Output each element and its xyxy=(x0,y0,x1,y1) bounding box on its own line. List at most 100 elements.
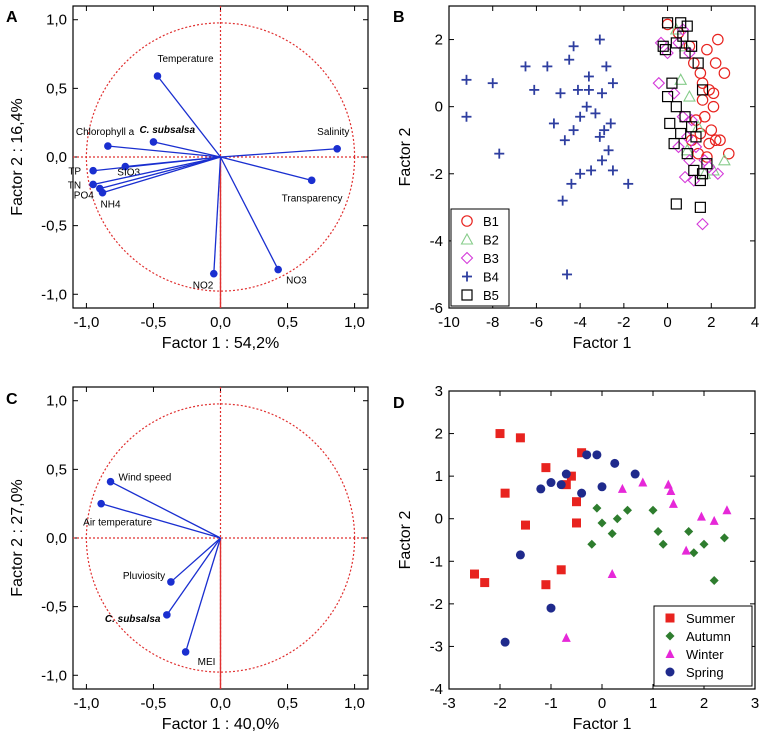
data-point-b5 xyxy=(670,101,682,113)
data-point-autumn xyxy=(684,526,694,536)
legend-label-autumn: Autumn xyxy=(686,629,731,644)
data-point-b4 xyxy=(557,195,568,206)
loading-vector xyxy=(110,481,221,539)
y-tick-label: 0,0 xyxy=(46,530,67,547)
data-point-b5 xyxy=(686,40,698,52)
data-point-summer xyxy=(470,569,479,579)
legend-marker-b5 xyxy=(461,289,473,301)
x-tick-label: 2 xyxy=(707,314,715,331)
loading-label: NO3 xyxy=(286,276,307,287)
data-point-summer xyxy=(541,580,551,590)
data-point-autumn xyxy=(658,539,668,549)
data-point-b4 xyxy=(487,78,498,89)
data-point-b5 xyxy=(657,40,669,52)
loading-vector xyxy=(153,141,221,158)
data-point-b1 xyxy=(694,127,707,140)
data-point-autumn xyxy=(592,503,602,513)
x-tick-label: 1,0 xyxy=(344,314,365,331)
y-tick-label: 2 xyxy=(435,426,443,443)
loading-label: Wind speed xyxy=(119,473,172,484)
x-tick-label: 0,5 xyxy=(277,314,298,331)
loading-point xyxy=(153,72,162,80)
data-point-winter xyxy=(561,632,571,642)
data-point-b4 xyxy=(555,88,566,99)
data-point-b4 xyxy=(623,178,634,189)
data-point-summer xyxy=(561,480,571,490)
data-point-b5 xyxy=(661,17,674,29)
data-point-b5 xyxy=(690,131,702,143)
data-point-b5 xyxy=(696,84,709,96)
y-tick-label: 1,0 xyxy=(46,12,67,29)
y-tick-label: 2 xyxy=(435,32,443,49)
data-point-autumn xyxy=(612,514,622,524)
data-point-b2 xyxy=(669,22,683,35)
y-tick-label: -6 xyxy=(430,300,443,317)
y-tick-label: -0,5 xyxy=(41,599,67,616)
x-tick-label: -4 xyxy=(573,314,586,331)
data-point-spring xyxy=(546,603,556,613)
data-point-b3 xyxy=(661,46,674,60)
legend-marker-spring xyxy=(665,667,675,677)
y-tick-label: 1 xyxy=(435,468,443,485)
data-point-b2 xyxy=(717,153,731,166)
data-point-autumn xyxy=(709,575,719,585)
data-point-b1 xyxy=(696,94,709,106)
data-point-autumn xyxy=(587,539,597,549)
data-point-b5 xyxy=(692,57,704,69)
data-point-b5 xyxy=(675,127,687,140)
x-tick-label: -2 xyxy=(493,695,506,712)
legend-label-summer: Summer xyxy=(686,611,736,626)
data-point-b1 xyxy=(718,67,731,79)
data-point-b4 xyxy=(562,269,573,280)
data-point-b1 xyxy=(707,87,720,100)
loading-label: C. subsalsa xyxy=(105,614,161,625)
data-point-b5 xyxy=(666,77,678,89)
y-tick-label: -4 xyxy=(430,233,443,250)
data-point-winter xyxy=(696,511,706,521)
y-tick-label: -4 xyxy=(430,681,443,698)
data-point-autumn xyxy=(607,529,617,539)
panel-letter: D xyxy=(393,395,405,412)
data-point-b5 xyxy=(701,158,713,170)
loading-label: C. subsalsa xyxy=(139,125,195,136)
loading-label: Air temperature xyxy=(83,518,152,529)
data-point-b2 xyxy=(678,39,692,52)
panel-letter: C xyxy=(6,391,18,408)
data-point-b1 xyxy=(687,57,700,69)
loading-point xyxy=(89,180,97,189)
data-point-b1 xyxy=(692,147,704,160)
x-axis-title: Factor 1 : 54,2% xyxy=(162,335,279,352)
loading-label: MEI xyxy=(198,657,216,668)
x-tick-label: 2 xyxy=(700,695,708,712)
loading-vector xyxy=(107,145,221,158)
data-point-b4 xyxy=(597,155,607,166)
legend-marker-b1 xyxy=(461,215,473,227)
y-axis-title: Factor 2 xyxy=(397,128,414,187)
data-point-b4 xyxy=(586,165,597,176)
data-point-b5 xyxy=(681,20,693,32)
data-point-autumn xyxy=(597,518,607,528)
x-tick-label: -1 xyxy=(544,695,557,712)
loading-vector xyxy=(102,156,221,194)
data-point-summer xyxy=(480,578,490,588)
data-point-b1 xyxy=(707,100,720,113)
loading-label: PO4 xyxy=(74,191,94,202)
data-point-b5 xyxy=(679,111,691,123)
x-tick-label: 0,5 xyxy=(277,695,298,712)
data-point-winter xyxy=(607,569,617,579)
x-axis-title: Factor 1 : 40,0% xyxy=(162,716,279,733)
data-point-b4 xyxy=(594,131,605,142)
loading-point xyxy=(104,142,112,150)
data-point-b5 xyxy=(694,201,706,213)
legend-marker-b3 xyxy=(460,251,474,265)
data-point-autumn xyxy=(719,533,729,543)
loading-point xyxy=(89,166,97,175)
data-point-b4 xyxy=(607,165,618,176)
panel-letter: A xyxy=(6,9,18,26)
data-point-winter xyxy=(681,545,691,555)
legend-marker-b4 xyxy=(462,271,472,282)
y-tick-label: -1,0 xyxy=(41,286,67,303)
legend-marker-winter xyxy=(665,649,675,658)
